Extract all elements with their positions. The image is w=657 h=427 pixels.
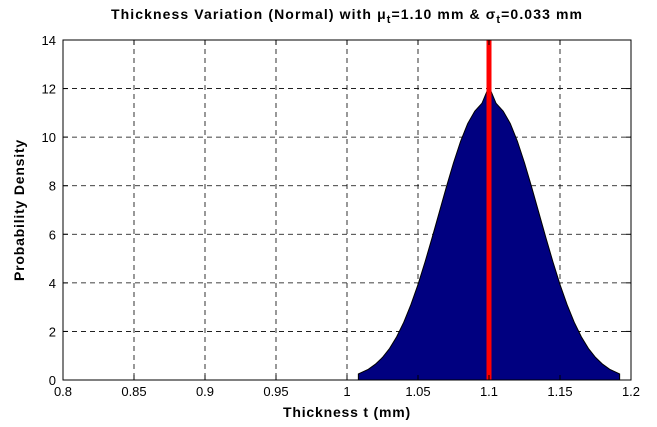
y-tick-label: 0 [49,373,56,388]
x-tick-label: 0.95 [263,384,288,399]
x-tick-label: 0.8 [54,384,72,399]
title-mu: μ [377,6,387,22]
chart-title: Thickness Variation (Normal) with μt=1.1… [111,6,583,26]
y-tick-label: 2 [49,324,56,339]
y-tick-label: 4 [49,276,56,291]
y-tick-label: 12 [42,82,56,97]
title-subscript-sigma: t [496,14,501,26]
x-tick-label: 1.05 [405,384,430,399]
y-tick-label: 8 [49,179,56,194]
x-axis-label: Thickness t (mm) [283,404,411,420]
title-part-1: Thickness Variation (Normal) with [111,6,377,22]
x-tick-label: 1 [343,384,350,399]
title-part-2: =1.10 mm & [392,6,486,22]
y-tick-labels: 0 2 4 6 8 10 12 14 [42,33,56,388]
x-tick-label: 1.2 [622,384,640,399]
x-tick-label: 0.9 [196,384,214,399]
x-tick-label: 0.85 [121,384,146,399]
x-tick-label: 1.1 [480,384,498,399]
title-subscript-mu: t [387,14,392,26]
title-sigma: σ [486,6,497,22]
x-tick-labels: 0.8 0.85 0.9 0.95 1 1.05 1.1 1.15 1.2 [54,384,640,399]
tick-marks [62,39,632,381]
y-tick-label: 10 [42,130,56,145]
y-tick-label: 14 [42,33,56,48]
x-tick-label: 1.15 [547,384,572,399]
title-part-3: =0.033 mm [501,6,583,22]
y-axis-label: Probability Density [11,139,27,281]
y-tick-label: 6 [49,227,56,242]
